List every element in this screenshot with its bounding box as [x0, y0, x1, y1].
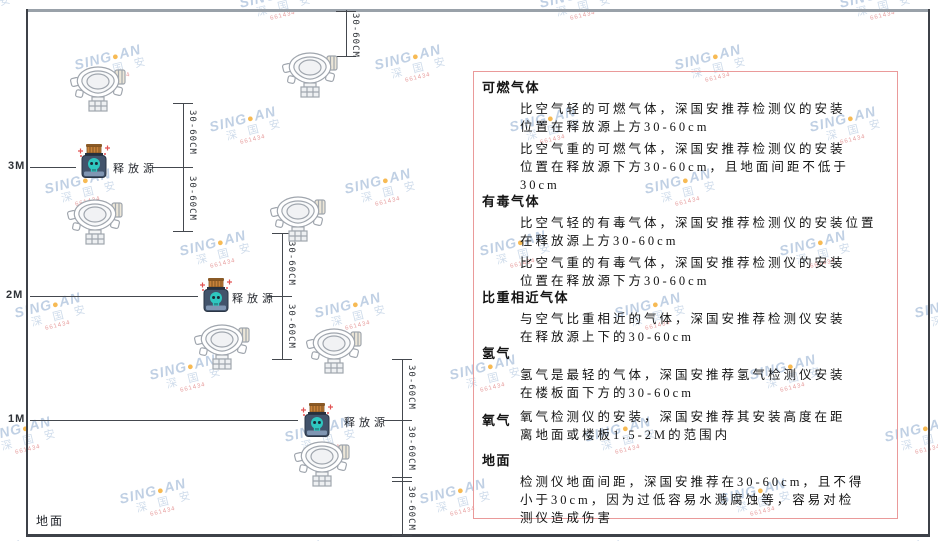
paragraph-line: 位置在释放源下方30-60cm，且地面间距不低于	[520, 160, 849, 174]
right-wall-line	[928, 9, 930, 537]
dim-tick	[392, 477, 412, 478]
dim-tick	[272, 296, 292, 297]
paragraph-line: 比空气重的可燃气体，深国安推荐检测仪的安装	[520, 142, 846, 156]
installation-guide-panel: 可燃气体比空气轻的可燃气体，深国安推荐检测仪的安装 位置在释放源上方30-60cm…	[473, 71, 898, 525]
leader-3m	[30, 167, 76, 168]
dim-line-ceiling	[346, 10, 347, 57]
dim-tick	[392, 481, 412, 482]
section-header: 氢气	[482, 346, 512, 361]
dim-tick	[392, 420, 412, 421]
release-source-label-1m: 释放源	[344, 417, 389, 429]
section-paragraph: 比空气轻的有毒气体，深国安推荐检测仪的安装位置 在释放源上方30-60cm	[520, 214, 889, 250]
paragraph-line: 小于30cm，因为过低容易水溅腐蚀等，容易对检	[520, 493, 855, 507]
section-paragraph: 检测仪地面间距，深国安推荐在30-60cm，且不得 小于30cm，因为过低容易水溅…	[520, 473, 889, 527]
dim-tick	[392, 535, 412, 536]
leader-1m	[30, 420, 298, 421]
paragraph-line: 在楼板面下方的30-60cm	[520, 386, 694, 400]
gas-detector-icon-2m-below	[194, 322, 250, 370]
gas-detector-icon-3m-above	[70, 64, 126, 112]
section-header: 氧气	[482, 413, 512, 428]
panel-section: 氢气 氢气是最轻的气体，深国安推荐氢气检测仪安装 在楼板面下方的30-60cm	[482, 346, 889, 402]
section-header: 地面	[482, 453, 512, 468]
paragraph-line: 氧气检测仪的安装，深国安推荐其安装高度在距	[520, 410, 846, 424]
dim-tick	[272, 233, 292, 234]
dim-label-2m-above: 30-60CM	[286, 241, 296, 286]
section-paragraph: 氢气是最轻的气体，深国安推荐氢气检测仪安装 在楼板面下方的30-60cm	[520, 366, 889, 402]
gas-detector-icon-ceiling	[282, 50, 338, 98]
release-source-label-2m: 释放源	[232, 293, 277, 305]
dim-tick	[336, 56, 356, 57]
gas-detector-icon-1m-below	[294, 439, 350, 487]
dim-label-ceiling: 30-60CM	[350, 13, 360, 58]
release-source-icon-2m	[196, 277, 236, 315]
release-source-label-3m: 释放源	[113, 163, 158, 175]
gas-detector-icon-2m-above	[270, 194, 326, 242]
dim-label-3m-below: 30-60CM	[187, 176, 197, 221]
dim-label-2m-below: 30-60CM	[286, 304, 296, 349]
section-header: 比重相近气体	[482, 290, 570, 305]
section-paragraph: 与空气比重相近的气体，深国安推荐检测仪安装 在释放源上下的30-60cm	[520, 310, 889, 346]
paragraph-line: 检测仪地面间距，深国安推荐在30-60cm，且不得	[520, 475, 865, 489]
paragraph-line: 位置在释放源上方30-60cm	[520, 120, 710, 134]
dim-label-1m-above: 30-60CM	[406, 365, 416, 410]
dim-tick	[173, 103, 193, 104]
height-label-2m: 2M	[6, 289, 24, 301]
dim-tick	[272, 359, 292, 360]
paragraph-line: 在释放源上方30-60cm	[520, 234, 679, 248]
dim-label-1m-below: 30-60CM	[406, 426, 416, 471]
gas-detector-icon-3m-below	[67, 197, 123, 245]
paragraph-line: 在释放源上下的30-60cm	[520, 330, 694, 344]
gas-detector-icon-1m-above	[306, 326, 362, 374]
dim-tick	[392, 359, 412, 360]
panel-section: 有毒气体比空气轻的有毒气体，深国安推荐检测仪的安装位置 在释放源上方30-60cm…	[482, 194, 889, 290]
dim-tick	[173, 167, 193, 168]
paragraph-line: 测仪造成伤害	[520, 511, 614, 525]
paragraph-line: 氢气是最轻的气体，深国安推荐氢气检测仪安装	[520, 368, 846, 382]
dim-line-1m	[402, 359, 403, 536]
paragraph-line: 比空气重的有毒气体，深国安推荐检测仪的安装	[520, 256, 846, 270]
paragraph-line: 30cm	[520, 178, 560, 192]
dim-tick	[336, 11, 356, 12]
panel-section: 可燃气体比空气轻的可燃气体，深国安推荐检测仪的安装 位置在释放源上方30-60cm…	[482, 80, 889, 194]
paragraph-line: 比空气轻的有毒气体，深国安推荐检测仪的安装位置	[520, 216, 877, 230]
section-paragraph: 氧气检测仪的安装，深国安推荐其安装高度在距 离地面或楼板1.5-2M的范围内	[520, 408, 889, 444]
panel-section: 地面 检测仪地面间距，深国安推荐在30-60cm，且不得 小于30cm，因为过低容易…	[482, 453, 889, 527]
left-wall-line	[26, 9, 28, 537]
release-source-icon-3m	[74, 143, 114, 181]
paragraph-line: 比空气轻的可燃气体，深国安推荐检测仪的安装	[520, 102, 846, 116]
section-paragraph: 比空气轻的可燃气体，深国安推荐检测仪的安装 位置在释放源上方30-60cm	[520, 100, 889, 136]
leader-2m	[30, 296, 198, 297]
section-header: 可燃气体	[482, 80, 541, 95]
section-paragraph: 比空气重的有毒气体，深国安推荐检测仪的安装 位置在释放源下方30-60cm	[520, 254, 889, 290]
paragraph-line: 位置在释放源下方30-60cm	[520, 274, 710, 288]
ground-line	[26, 534, 930, 537]
dim-tick	[173, 231, 193, 232]
leader-3m-to-dim	[152, 167, 183, 168]
dim-label-3m-above: 30-60CM	[187, 110, 197, 155]
section-header: 有毒气体	[482, 194, 541, 209]
panel-section: 比重相近气体与空气比重相近的气体，深国安推荐检测仪安装 在释放源上下的30-60c…	[482, 290, 889, 346]
height-label-3m: 3M	[8, 160, 26, 172]
release-source-icon-1m	[297, 402, 337, 440]
dim-label-ground-clearance: 30-60CM	[406, 486, 416, 531]
paragraph-line: 离地面或楼板1.5-2M的范围内	[520, 428, 731, 442]
ground-label: 地面	[36, 514, 65, 528]
paragraph-line: 与空气比重相近的气体，深国安推荐检测仪安装	[520, 312, 846, 326]
section-paragraph: 比空气重的可燃气体，深国安推荐检测仪的安装 位置在释放源下方30-60cm，且地面…	[520, 140, 889, 194]
panel-section: 氧气 氧气检测仪的安装，深国安推荐其安装高度在距 离地面或楼板1.5-2M的范围内	[482, 408, 889, 444]
ceiling-line	[27, 9, 930, 12]
height-label-1m: 1M	[8, 413, 26, 425]
